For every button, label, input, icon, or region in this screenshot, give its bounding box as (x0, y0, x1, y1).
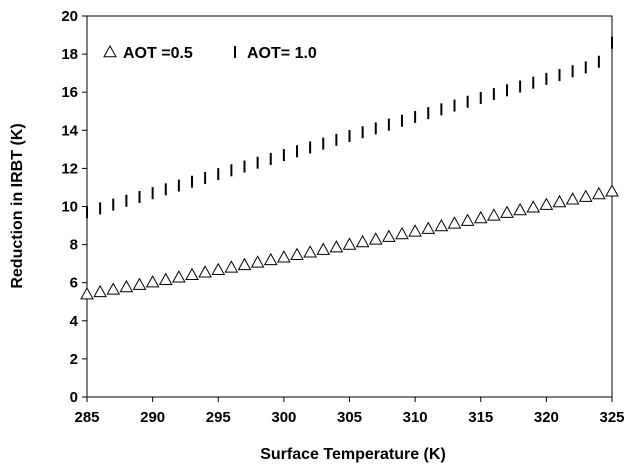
y-tick-label: 16 (61, 84, 78, 101)
x-tick-label: 300 (271, 409, 296, 426)
data-point-triangle (578, 189, 593, 202)
data-point-triangle (395, 226, 409, 240)
data-point-triangle (368, 232, 383, 245)
data-point-triangle (145, 275, 160, 288)
data-point-triangle (408, 224, 422, 237)
y-axis-title: Reduction in IRBT (K) (9, 123, 26, 288)
data-point-triangle (434, 218, 449, 232)
data-point-triangle (592, 186, 606, 200)
data-point-triangle (552, 194, 567, 208)
data-point-triangle (211, 262, 226, 276)
legend-label-aot-0-5: AOT =0.5 (123, 45, 193, 62)
legend-triangle-mark (103, 44, 117, 58)
x-axis-title: Surface Temperature (K) (260, 446, 446, 463)
x-tick-label: 290 (140, 409, 165, 426)
x-tick-label: 320 (534, 409, 559, 426)
data-point-triangle (460, 213, 475, 226)
y-tick-label: 4 (70, 313, 79, 330)
x-axis-ticks: 285 290 295 300 305 310 315 320 325 (74, 397, 625, 426)
data-point-triangle (132, 277, 147, 290)
data-point-triangle (277, 250, 291, 263)
data-point-triangle (539, 197, 554, 210)
data-point-triangle (605, 184, 619, 197)
legend-label-aot-1-0: AOT= 1.0 (247, 45, 317, 62)
data-point-triangle (513, 202, 527, 216)
data-point-triangle (263, 252, 278, 266)
y-tick-label: 20 (61, 8, 78, 25)
y-tick-label: 2 (70, 351, 78, 368)
data-point-triangle (329, 240, 344, 253)
x-tick-label: 285 (74, 409, 99, 426)
data-point-triangle (158, 272, 173, 285)
data-point-triangle (290, 247, 304, 260)
data-point-triangle (303, 245, 317, 258)
y-tick-label: 18 (61, 46, 78, 63)
series-aot-1-0 (86, 36, 613, 219)
series-layer (80, 36, 619, 300)
data-point-triangle (500, 205, 514, 218)
data-point-triangle (487, 208, 501, 221)
x-tick-label: 310 (403, 409, 428, 426)
data-point-triangle (80, 287, 94, 300)
y-tick-label: 10 (61, 199, 78, 216)
y-tick-label: 6 (70, 275, 78, 292)
y-tick-label: 14 (61, 122, 78, 139)
legend-marker-triangle (103, 44, 117, 58)
legend: AOT =0.5 AOT= 1.0 (103, 44, 317, 62)
series-aot-0-5 (80, 184, 619, 300)
data-point-triangle (250, 255, 265, 268)
data-point-triangle (355, 234, 370, 248)
y-tick-label: 12 (61, 160, 78, 177)
y-tick-label: 0 (70, 389, 78, 406)
y-axis-ticks: 0 2 4 6 8 10 12 14 16 18 20 (61, 8, 87, 406)
data-point-triangle (93, 284, 107, 298)
data-point-triangle (316, 242, 331, 255)
x-tick-label: 305 (337, 409, 362, 426)
x-tick-label: 315 (468, 409, 493, 426)
data-point-triangle (237, 257, 252, 271)
data-point-triangle (382, 229, 396, 242)
data-point-triangle (421, 221, 436, 234)
data-point-triangle (119, 279, 134, 293)
data-point-triangle (565, 192, 580, 205)
data-point-triangle (342, 237, 357, 250)
data-point-triangle (224, 260, 239, 273)
data-point-triangle (172, 270, 186, 283)
data-point-triangle (526, 200, 541, 213)
x-tick-label: 325 (599, 409, 624, 426)
data-point-triangle (473, 210, 488, 224)
data-point-triangle (185, 267, 199, 280)
x-tick-label: 295 (206, 409, 231, 426)
data-point-triangle (198, 265, 212, 278)
y-tick-label: 8 (70, 237, 78, 254)
data-point-triangle (106, 282, 121, 295)
data-point-triangle (447, 216, 462, 229)
